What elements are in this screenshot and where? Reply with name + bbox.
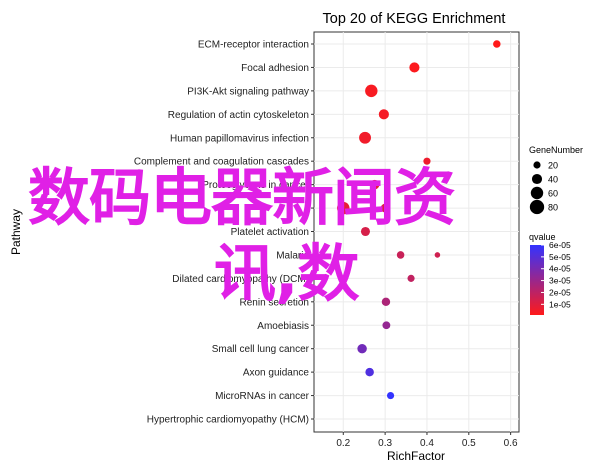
data-point [407,274,415,282]
size-legend-label: 80 [548,203,558,213]
data-point [337,201,350,215]
x-tick-label: 0.2 [336,438,350,449]
data-point [396,251,405,259]
y-tick-label: Human papillomavirus infection [170,133,309,144]
y-tick-labels: ECM-receptor interaction Focal adhesion PI… [134,40,314,426]
size-legend-dot [531,173,543,185]
size-legend-label: 20 [548,161,558,171]
size-legend: 20 40 60 80 [529,161,558,215]
x-tick-label: 0.4 [420,438,434,449]
data-point [423,157,431,165]
x-axis-label: RichFactor [387,449,445,463]
x-tick-label: 0.5 [462,438,476,449]
y-tick-label: Dilated cardiomyopathy (DCM) [172,274,309,285]
data-point [409,62,420,73]
data-point [493,40,501,48]
data-point [365,367,374,377]
data-point [365,84,378,98]
color-legend-title: qvalue [529,232,556,242]
size-legend-title: GeneNumber [529,145,583,155]
watermark-line-1: 数码电器新闻资 [28,161,456,234]
watermark-line-2: 讯,数 [214,237,360,310]
color-legend-label: 4e-05 [549,264,571,274]
y-tick-label: ECM-receptor interaction [198,40,309,51]
size-legend-label: 60 [548,189,558,199]
y-tick-label: PI3K-Akt signaling pathway [187,86,309,97]
y-tick-label: Complement and coagulation cascades [134,157,309,168]
chart-title: Top 20 of KEGG Enrichment [323,11,506,27]
x-tick-label: 0.3 [378,438,392,449]
size-legend-dot [530,186,544,200]
data-point [369,179,380,190]
data-point [359,131,371,144]
color-legend-label: 2e-05 [549,287,571,297]
y-tick-label: Hypertrophic cardiomyopathy (HCM) [147,415,309,426]
size-legend-label: 40 [548,175,558,185]
y-tick-label: MicroRNAs in cancer [215,391,310,402]
size-legend-dot [529,199,545,215]
data-point [386,391,395,400]
color-legend-label: 1e-05 [549,299,571,309]
watermark-overlay: 数码电器新闻资 讯,数 [28,160,568,312]
y-tick-label: Focal adhesion [241,63,309,74]
y-tick-label: Axon guidance [243,368,310,379]
size-legend-dot [533,161,541,169]
y-tick-label: Renin secretion [240,297,309,308]
color-legend-label: 6e-05 [549,240,571,250]
color-legend-label: 5e-05 [549,252,571,262]
y-tick-label: Platelet activation [231,227,309,238]
y-axis-label: Pathway [9,209,23,255]
data-point [360,226,370,237]
y-tick-label: Small cell lung cancer [212,344,310,355]
x-tick-label: 0.6 [504,438,518,449]
color-legend-label: 3e-05 [549,276,571,286]
data-points [337,40,501,400]
color-legend-bar [530,245,544,315]
data-point [381,297,391,307]
y-tick-label: Amoebiasis [257,321,309,332]
y-tick-label: Proteoglycans in cancer [202,180,309,191]
y-tick-label: Regulation of actin cytoskeleton [168,110,309,121]
data-point [382,321,391,330]
data-point [434,252,441,258]
data-point [380,203,390,213]
y-tick-label: Malaria [276,250,309,261]
x-tick-labels: 0.2 0.3 0.4 0.5 0.6 [336,432,518,449]
data-point [357,343,367,354]
data-point [378,109,389,120]
